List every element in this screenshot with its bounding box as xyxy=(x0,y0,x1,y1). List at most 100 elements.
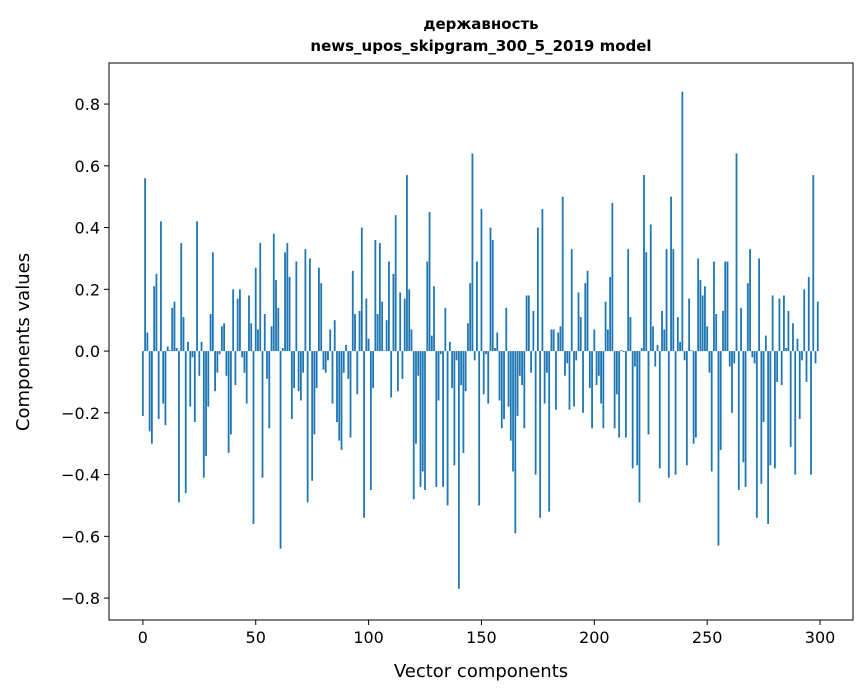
bar-component-273 xyxy=(758,258,760,352)
bar-component-101 xyxy=(369,351,372,491)
bar-component-145 xyxy=(469,283,472,352)
bar-component-232 xyxy=(665,249,668,352)
bar-component-74 xyxy=(308,258,311,352)
bar-component-180 xyxy=(548,351,551,512)
bar-component-84 xyxy=(331,351,334,404)
bar-component-248 xyxy=(701,295,704,352)
y-axis-label: Components values xyxy=(13,253,34,431)
bar-component-202 xyxy=(597,351,600,376)
bar-component-173 xyxy=(532,310,535,352)
bar-component-138 xyxy=(453,351,456,466)
bar-component-124 xyxy=(421,351,424,472)
bar-component-195 xyxy=(582,351,584,413)
bar-component-225 xyxy=(649,224,652,352)
bar-component-163 xyxy=(509,351,512,441)
bar-component-102 xyxy=(372,351,375,389)
bar-component-51 xyxy=(257,329,259,352)
x-tick-label: 200 xyxy=(579,628,610,647)
bar-component-237 xyxy=(676,317,679,352)
bar-component-146 xyxy=(471,153,474,352)
bar-component-272 xyxy=(755,351,758,518)
bar-component-75 xyxy=(311,351,314,481)
bar-component-108 xyxy=(385,320,388,352)
bar-component-274 xyxy=(760,351,763,484)
bar-component-216 xyxy=(629,317,632,352)
bar-component-92 xyxy=(349,351,352,438)
bar-component-167 xyxy=(518,351,521,376)
bar-component-38 xyxy=(227,351,230,453)
bar-component-271 xyxy=(753,351,756,364)
bar-component-267 xyxy=(744,351,747,487)
bar-component-86 xyxy=(336,351,338,423)
bars-group xyxy=(141,91,819,589)
bar-component-80 xyxy=(322,351,325,370)
bar-component-275 xyxy=(762,351,765,423)
bar-component-224 xyxy=(647,351,650,435)
bar-component-189 xyxy=(568,351,571,410)
bar-component-59 xyxy=(275,280,277,352)
bar-component-257 xyxy=(722,310,724,352)
bar-component-20 xyxy=(187,341,189,352)
bar-component-177 xyxy=(541,209,544,352)
bar-component-176 xyxy=(539,351,542,518)
bar-component-263 xyxy=(735,153,738,352)
bar-component-109 xyxy=(388,261,390,352)
bar-component-58 xyxy=(272,233,275,352)
x-tick-label: 250 xyxy=(692,628,723,647)
bar-component-298 xyxy=(814,351,817,364)
bar-component-50 xyxy=(254,267,257,352)
y-tick-label: 0.4 xyxy=(75,219,100,238)
bar-component-35 xyxy=(220,326,223,352)
y-tick-label: −0.2 xyxy=(61,404,100,423)
bar-component-210 xyxy=(615,351,618,395)
bar-component-143 xyxy=(464,351,467,392)
bar-component-150 xyxy=(480,209,483,352)
bar-component-182 xyxy=(552,329,555,352)
bar-component-205 xyxy=(604,301,607,352)
bar-component-261 xyxy=(731,351,733,413)
bar-component-16 xyxy=(178,351,180,503)
bar-component-213 xyxy=(622,351,625,352)
x-tick-label: 50 xyxy=(246,628,266,647)
bar-component-11 xyxy=(166,346,169,352)
bar-component-104 xyxy=(376,314,379,352)
bar-component-139 xyxy=(455,351,458,361)
bar-component-200 xyxy=(593,329,596,352)
y-tick-label: −0.8 xyxy=(61,589,100,608)
bar-component-148 xyxy=(476,261,478,352)
bar-component-245 xyxy=(694,351,697,438)
bar-component-82 xyxy=(327,351,329,361)
bar-component-19 xyxy=(184,351,187,494)
bar-component-283 xyxy=(780,351,783,386)
bar-component-21 xyxy=(189,351,192,407)
bar-component-95 xyxy=(356,351,359,395)
bar-component-172 xyxy=(530,351,533,373)
bar-component-63 xyxy=(284,252,286,352)
bar-component-13 xyxy=(171,307,174,352)
bar-component-294 xyxy=(805,351,808,382)
bar-component-234 xyxy=(670,196,672,352)
y-tick-label: −0.4 xyxy=(61,466,100,485)
bar-component-46 xyxy=(245,351,248,404)
bar-component-239 xyxy=(681,91,684,352)
bar-component-255 xyxy=(717,351,720,546)
bar-component-44 xyxy=(241,351,244,358)
bar-component-12 xyxy=(169,350,171,352)
bar-component-251 xyxy=(708,351,711,373)
bar-component-171 xyxy=(527,295,530,352)
bar-component-45 xyxy=(243,351,246,373)
bar-component-110 xyxy=(390,351,393,398)
chart-subtitle: news_upos_skipgram_300_5_2019 model xyxy=(310,37,651,55)
bar-component-103 xyxy=(374,239,377,352)
bar-component-230 xyxy=(661,310,663,352)
bar-component-37 xyxy=(225,351,228,376)
bar-component-254 xyxy=(715,314,718,352)
bar-component-149 xyxy=(478,351,481,506)
bar-component-196 xyxy=(584,283,587,352)
bar-component-0 xyxy=(141,351,144,416)
bar-component-199 xyxy=(591,351,593,429)
bar-component-258 xyxy=(724,261,727,352)
bar-component-60 xyxy=(277,307,280,352)
bar-component-240 xyxy=(683,351,686,361)
bar-component-33 xyxy=(216,351,219,373)
